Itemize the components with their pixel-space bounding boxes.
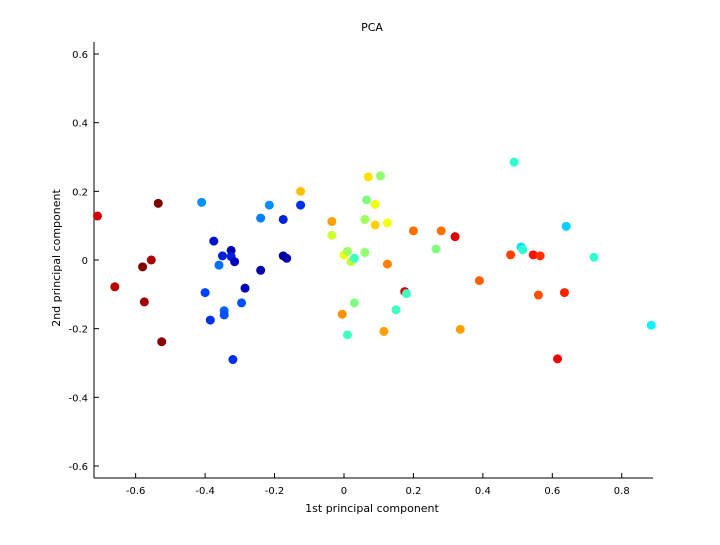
data-point — [382, 218, 392, 228]
data-point — [153, 198, 163, 208]
x-tick-label: 0.8 — [614, 486, 630, 497]
data-point — [559, 288, 569, 298]
data-point — [528, 250, 538, 260]
x-axis-title: 1st principal component — [305, 502, 439, 515]
data-point — [589, 252, 599, 262]
data-point — [379, 326, 389, 336]
data-point — [226, 245, 236, 255]
y-tick-label: 0.2 — [72, 187, 88, 198]
data-point — [349, 298, 359, 308]
data-point — [533, 290, 543, 300]
data-point — [296, 200, 306, 210]
data-point — [436, 226, 446, 236]
data-point — [455, 324, 465, 334]
data-point — [509, 157, 519, 167]
data-point — [278, 214, 288, 224]
data-point — [230, 257, 240, 267]
data-point — [349, 253, 359, 263]
x-tick-label: 0.6 — [544, 486, 560, 497]
data-point — [217, 251, 227, 261]
data-point — [139, 297, 149, 307]
x-tick-label: 0.4 — [475, 486, 491, 497]
data-point — [205, 315, 215, 325]
data-point — [450, 232, 460, 242]
data-point — [518, 245, 528, 255]
data-point — [209, 236, 219, 246]
chart-title: PCA — [361, 21, 383, 34]
data-point — [228, 355, 238, 365]
data-point — [646, 320, 656, 330]
data-point — [197, 197, 207, 207]
data-point — [382, 259, 392, 269]
y-axis-title: 2nd principal component — [50, 189, 63, 327]
data-point — [282, 253, 292, 263]
data-point — [200, 288, 210, 298]
data-point — [553, 354, 563, 364]
data-point — [237, 298, 247, 308]
y-tick-label: 0.6 — [72, 50, 88, 61]
data-point — [375, 171, 385, 181]
data-point — [506, 250, 516, 260]
data-point — [138, 262, 148, 272]
y-tick-label: -0.2 — [68, 325, 88, 336]
data-point — [256, 265, 266, 275]
data-point — [146, 255, 156, 265]
data-point — [342, 330, 352, 340]
data-point — [391, 305, 401, 315]
data-point — [256, 213, 266, 223]
data-point — [360, 247, 370, 257]
data-point — [92, 211, 102, 221]
axes — [93, 42, 653, 479]
x-tick-label: -0.6 — [126, 486, 146, 497]
data-point — [474, 276, 484, 286]
y-tick-label: 0 — [82, 256, 88, 267]
data-point — [157, 337, 167, 347]
ticks: -0.6 -0.4 -0.2 0 0.2 0.4 0.6 0.8 -0.6 -0.4 -0.2 0 0.… — [68, 50, 629, 497]
x-tick-label: 0.2 — [405, 486, 421, 497]
data-point — [219, 310, 229, 320]
data-point — [214, 260, 224, 270]
y-tick-label: -0.6 — [68, 462, 88, 473]
y-tick-label: -0.4 — [68, 393, 88, 404]
data-point — [327, 230, 337, 240]
data-point — [110, 282, 120, 292]
data-point — [401, 289, 411, 299]
data-point — [240, 283, 250, 293]
data-point — [264, 200, 274, 210]
x-tick-label: -0.4 — [195, 486, 215, 497]
x-tick-label: -0.2 — [265, 486, 285, 497]
data-point — [360, 214, 370, 224]
x-tick-label: 0 — [341, 486, 347, 497]
data-point — [408, 226, 418, 236]
data-point — [370, 199, 380, 209]
data-point — [431, 244, 441, 254]
data-point — [370, 220, 380, 230]
data-point — [296, 186, 306, 196]
data-point — [363, 172, 373, 182]
data-point — [327, 217, 337, 227]
data-point — [342, 246, 352, 256]
data-point — [535, 251, 545, 261]
data-points — [92, 157, 656, 365]
data-point — [561, 221, 571, 231]
data-point — [362, 195, 372, 205]
y-tick-label: 0.4 — [72, 119, 88, 130]
data-point — [337, 309, 347, 319]
